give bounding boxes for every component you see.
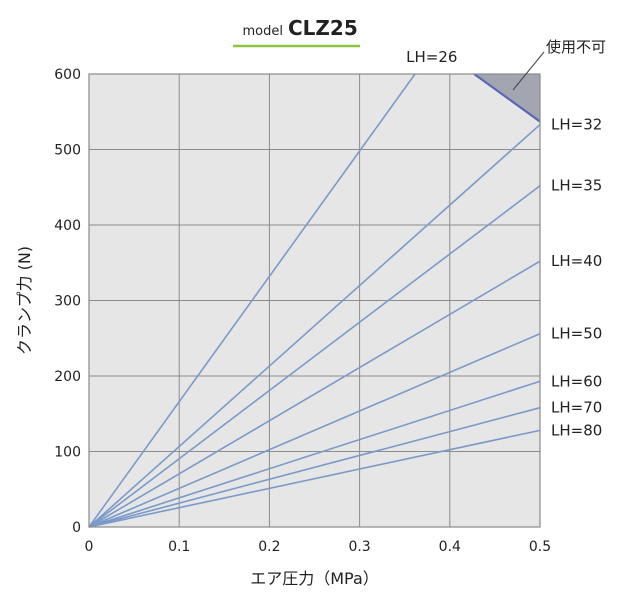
series-labels: LH=26 LH=32 LH=35 LH=40 LH=50 LH=60 LH=70 LH=80 <box>406 48 602 439</box>
plot-border <box>88 73 541 528</box>
x-tick-label: 0.3 <box>348 539 370 555</box>
x-tick-label: 0.1 <box>168 539 190 555</box>
series-line-lh-60 <box>88 380 541 528</box>
y-tick-label: 400 <box>54 218 81 234</box>
x-tick-labels: 0 0.1 0.2 0.3 0.4 0.5 <box>85 539 552 555</box>
series-label-lh-60: LH=60 <box>551 372 602 390</box>
model-prefix: model <box>243 24 283 39</box>
series-line-lh-32 <box>88 123 541 528</box>
series-line-lh-50 <box>88 332 541 528</box>
y-tick-label: 600 <box>54 67 81 83</box>
series-line-lh-26 <box>88 73 416 528</box>
x-tick-label: 0.5 <box>529 539 551 555</box>
series-label-lh-50: LH=50 <box>551 325 602 343</box>
series-label-lh-26: LH=26 <box>406 48 457 66</box>
y-tick-label: 200 <box>54 369 81 385</box>
x-axis-title: エア圧力（MPa） <box>250 569 379 588</box>
y-tick-label: 500 <box>54 143 81 159</box>
series-label-lh-40: LH=40 <box>551 252 602 270</box>
series-label-lh-32: LH=32 <box>551 116 602 134</box>
y-tick-label: 300 <box>54 294 81 310</box>
unusable-leader-line <box>512 51 545 91</box>
unusable-label: 使用不可 <box>546 38 606 56</box>
x-tick-label: 0.2 <box>258 539 280 555</box>
y-tick-label: 100 <box>54 445 81 461</box>
series-label-lh-80: LH=80 <box>551 421 602 439</box>
y-axis-title: クランプ力 (N) <box>15 246 34 355</box>
y-tick-label: 0 <box>72 520 81 536</box>
series-label-lh-70: LH=70 <box>551 399 602 417</box>
series-line-lh-70 <box>88 406 541 528</box>
unusable-boundary-line <box>473 73 541 123</box>
series-line-lh-80 <box>88 429 541 528</box>
chart-title: CLZ25 <box>288 16 358 40</box>
series-label-lh-35: LH=35 <box>551 177 602 195</box>
series-line-lh-35 <box>88 185 541 528</box>
x-tick-label: 0 <box>85 539 94 555</box>
grid-lines <box>89 74 540 527</box>
x-tick-label: 0.4 <box>439 539 461 555</box>
series-lines <box>88 73 541 528</box>
y-tick-labels: 0 100 200 300 400 500 600 <box>54 67 81 536</box>
series-line-lh-40 <box>88 260 541 528</box>
